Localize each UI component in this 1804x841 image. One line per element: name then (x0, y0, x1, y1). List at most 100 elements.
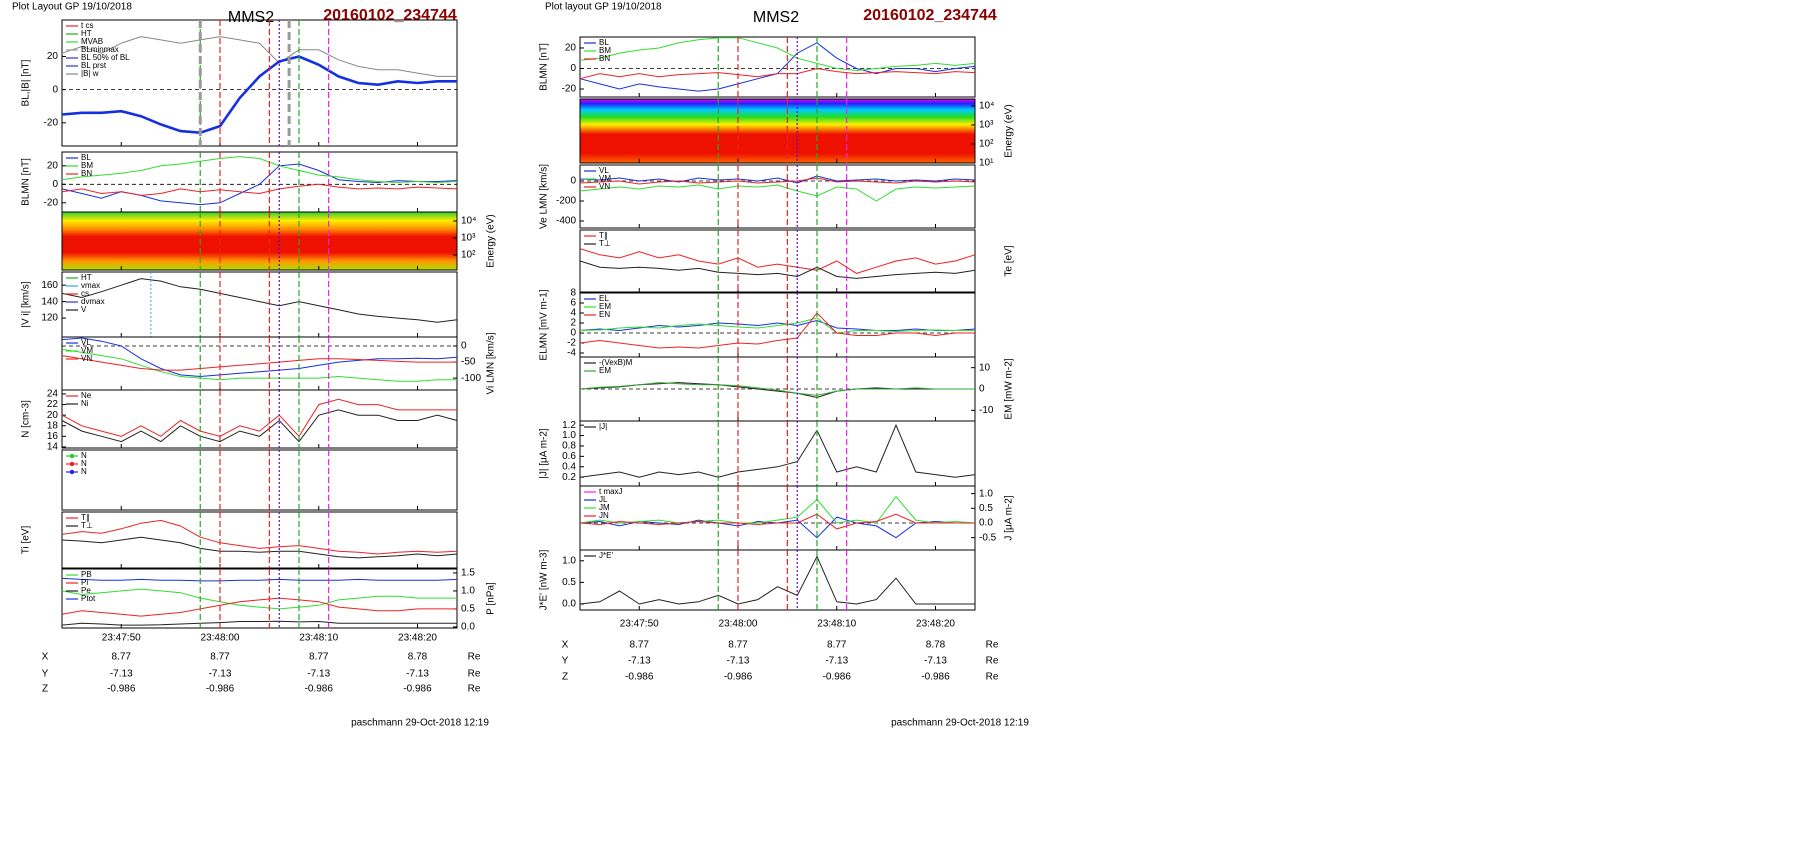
footer: paschmann 29-Oct-2018 12:19 (891, 718, 1029, 729)
y-tick-label: 0.8 (562, 441, 576, 452)
legend-label: JM (599, 503, 610, 512)
y-tick-label: 0.2 (562, 472, 576, 483)
series-line (61, 398, 457, 438)
y-tick-label: 22 (47, 399, 59, 410)
y-tick-label: 6 (570, 298, 576, 309)
y-tick-label: 1.0 (979, 488, 993, 499)
y-tick-label: 10³ (461, 233, 476, 244)
legend-label: Ne (81, 391, 92, 400)
ephemeris-cell: Re (468, 684, 481, 695)
y-tick-label: 0 (461, 341, 467, 352)
legend-label: PB (81, 570, 92, 579)
y-tick-label: 10² (979, 139, 994, 150)
y-tick-label: -100 (461, 373, 481, 384)
ephemeris-cell: Y (562, 656, 569, 667)
legend-label: N (81, 451, 87, 460)
event-id: 20160102_234744 (323, 7, 457, 24)
y-tick-label: 1.2 (562, 420, 576, 431)
ephemeris-cell: 8.78 (926, 640, 946, 651)
y-tick-label: -20 (44, 197, 59, 208)
y-tick-label: -20 (44, 117, 59, 128)
series-line (61, 55, 457, 135)
y-tick-label: 160 (41, 280, 58, 291)
y-tick-label: -10 (979, 405, 994, 416)
y-tick-label: 24 (47, 389, 59, 400)
ephemeris-cell: Y (42, 669, 49, 680)
legend-label: VN (81, 354, 92, 363)
series-line (579, 423, 976, 478)
series-line (579, 177, 976, 185)
legend-label: JN (599, 511, 609, 520)
y-axis-label: ELMN [mV m-1] (539, 289, 550, 360)
x-tick-label: 23:48:20 (916, 619, 955, 630)
series-line (61, 278, 458, 323)
panel: Te [eV] T∥T⊥ (579, 229, 1015, 293)
legend-label: BL (81, 153, 91, 162)
legend-label: VL (81, 338, 91, 347)
y-axis-label: BLMN [nT] (21, 158, 32, 206)
series-line (579, 382, 975, 396)
y-tick-label: 10 (979, 362, 991, 373)
y-tick-label: 10⁴ (461, 216, 476, 227)
y-axis-label: J*E' [nW m-3] (539, 549, 550, 610)
legend-label: -(VexB)M (599, 358, 633, 367)
ephemeris-cell: Re (986, 672, 999, 683)
series-line (61, 519, 458, 555)
y-tick-label: 0.0 (979, 518, 993, 529)
legend-label: EM (599, 366, 611, 375)
y-tick-label: 20 (47, 160, 59, 171)
ephemeris-cell: Re (468, 669, 481, 680)
y-tick-label: 10³ (979, 120, 994, 131)
series-line (61, 588, 457, 610)
panel-frame (579, 485, 976, 551)
panel: 1.0 0.5 0.0 J*E' [nW m-3] J*E' (539, 549, 976, 611)
legend-label: vmax (81, 281, 100, 290)
legend-label: HT (81, 29, 92, 38)
series-line (61, 355, 457, 371)
y-tick-label: 140 (41, 296, 58, 307)
panel: 10 0 -10 EM [mW m-2] -(VexB)MEM (579, 356, 1015, 422)
ephemeris-cell: -7.13 (924, 656, 947, 667)
y-tick-label: 10¹ (979, 158, 994, 169)
series-line (61, 348, 457, 382)
legend-label: VM (81, 346, 93, 355)
ephemeris-cell: -0.986 (305, 684, 334, 695)
y-tick-label: 14 (47, 442, 59, 453)
x-tick-label: 23:48:20 (398, 633, 437, 644)
series-line (579, 312, 975, 349)
panel: 1.21.00.80.60.40.2 |J| [μA m-2] |J| (539, 420, 976, 487)
plot-page: Plot layout GP 19/10/2018 MMS2 20160102_23… (539, 2, 1030, 729)
x-tick-label: 23:47:50 (102, 633, 141, 644)
legend-label: cs (81, 289, 89, 298)
legend-label: Pe (81, 586, 91, 595)
y-axis-label: |J| [μA m-2] (539, 428, 550, 479)
series-line (61, 577, 458, 582)
ephemeris-cell: -0.986 (724, 672, 753, 683)
series-line (579, 67, 976, 80)
y-tick-label: 2 (570, 318, 576, 329)
legend-label: t maxJ (599, 487, 623, 496)
layout-label: Plot layout GP 19/10/2018 (545, 2, 662, 13)
legend-dot (69, 469, 75, 475)
spacecraft-title: MMS2 (228, 9, 274, 26)
legend-label: T⊥ (599, 239, 611, 248)
ephemeris-cell: -0.986 (823, 672, 852, 683)
legend-label: T∥ (81, 513, 90, 522)
legend-label: BL 50% of BL (81, 53, 130, 62)
ephemeris-cell: Re (468, 652, 481, 663)
legend-label: BL (599, 38, 609, 47)
ephemeris-cell: Z (42, 684, 48, 695)
y-tick-label: 20 (47, 51, 59, 62)
footer: paschmann 29-Oct-2018 12:19 (351, 718, 489, 729)
y-tick-label: -4 (567, 348, 576, 359)
y-tick-label: 4 (570, 308, 576, 319)
y-axis-label: |V i| [km/s] (21, 281, 32, 328)
y-tick-label: 1.0 (461, 586, 475, 597)
legend-label: EM (599, 302, 611, 311)
panel-frame (61, 19, 458, 147)
